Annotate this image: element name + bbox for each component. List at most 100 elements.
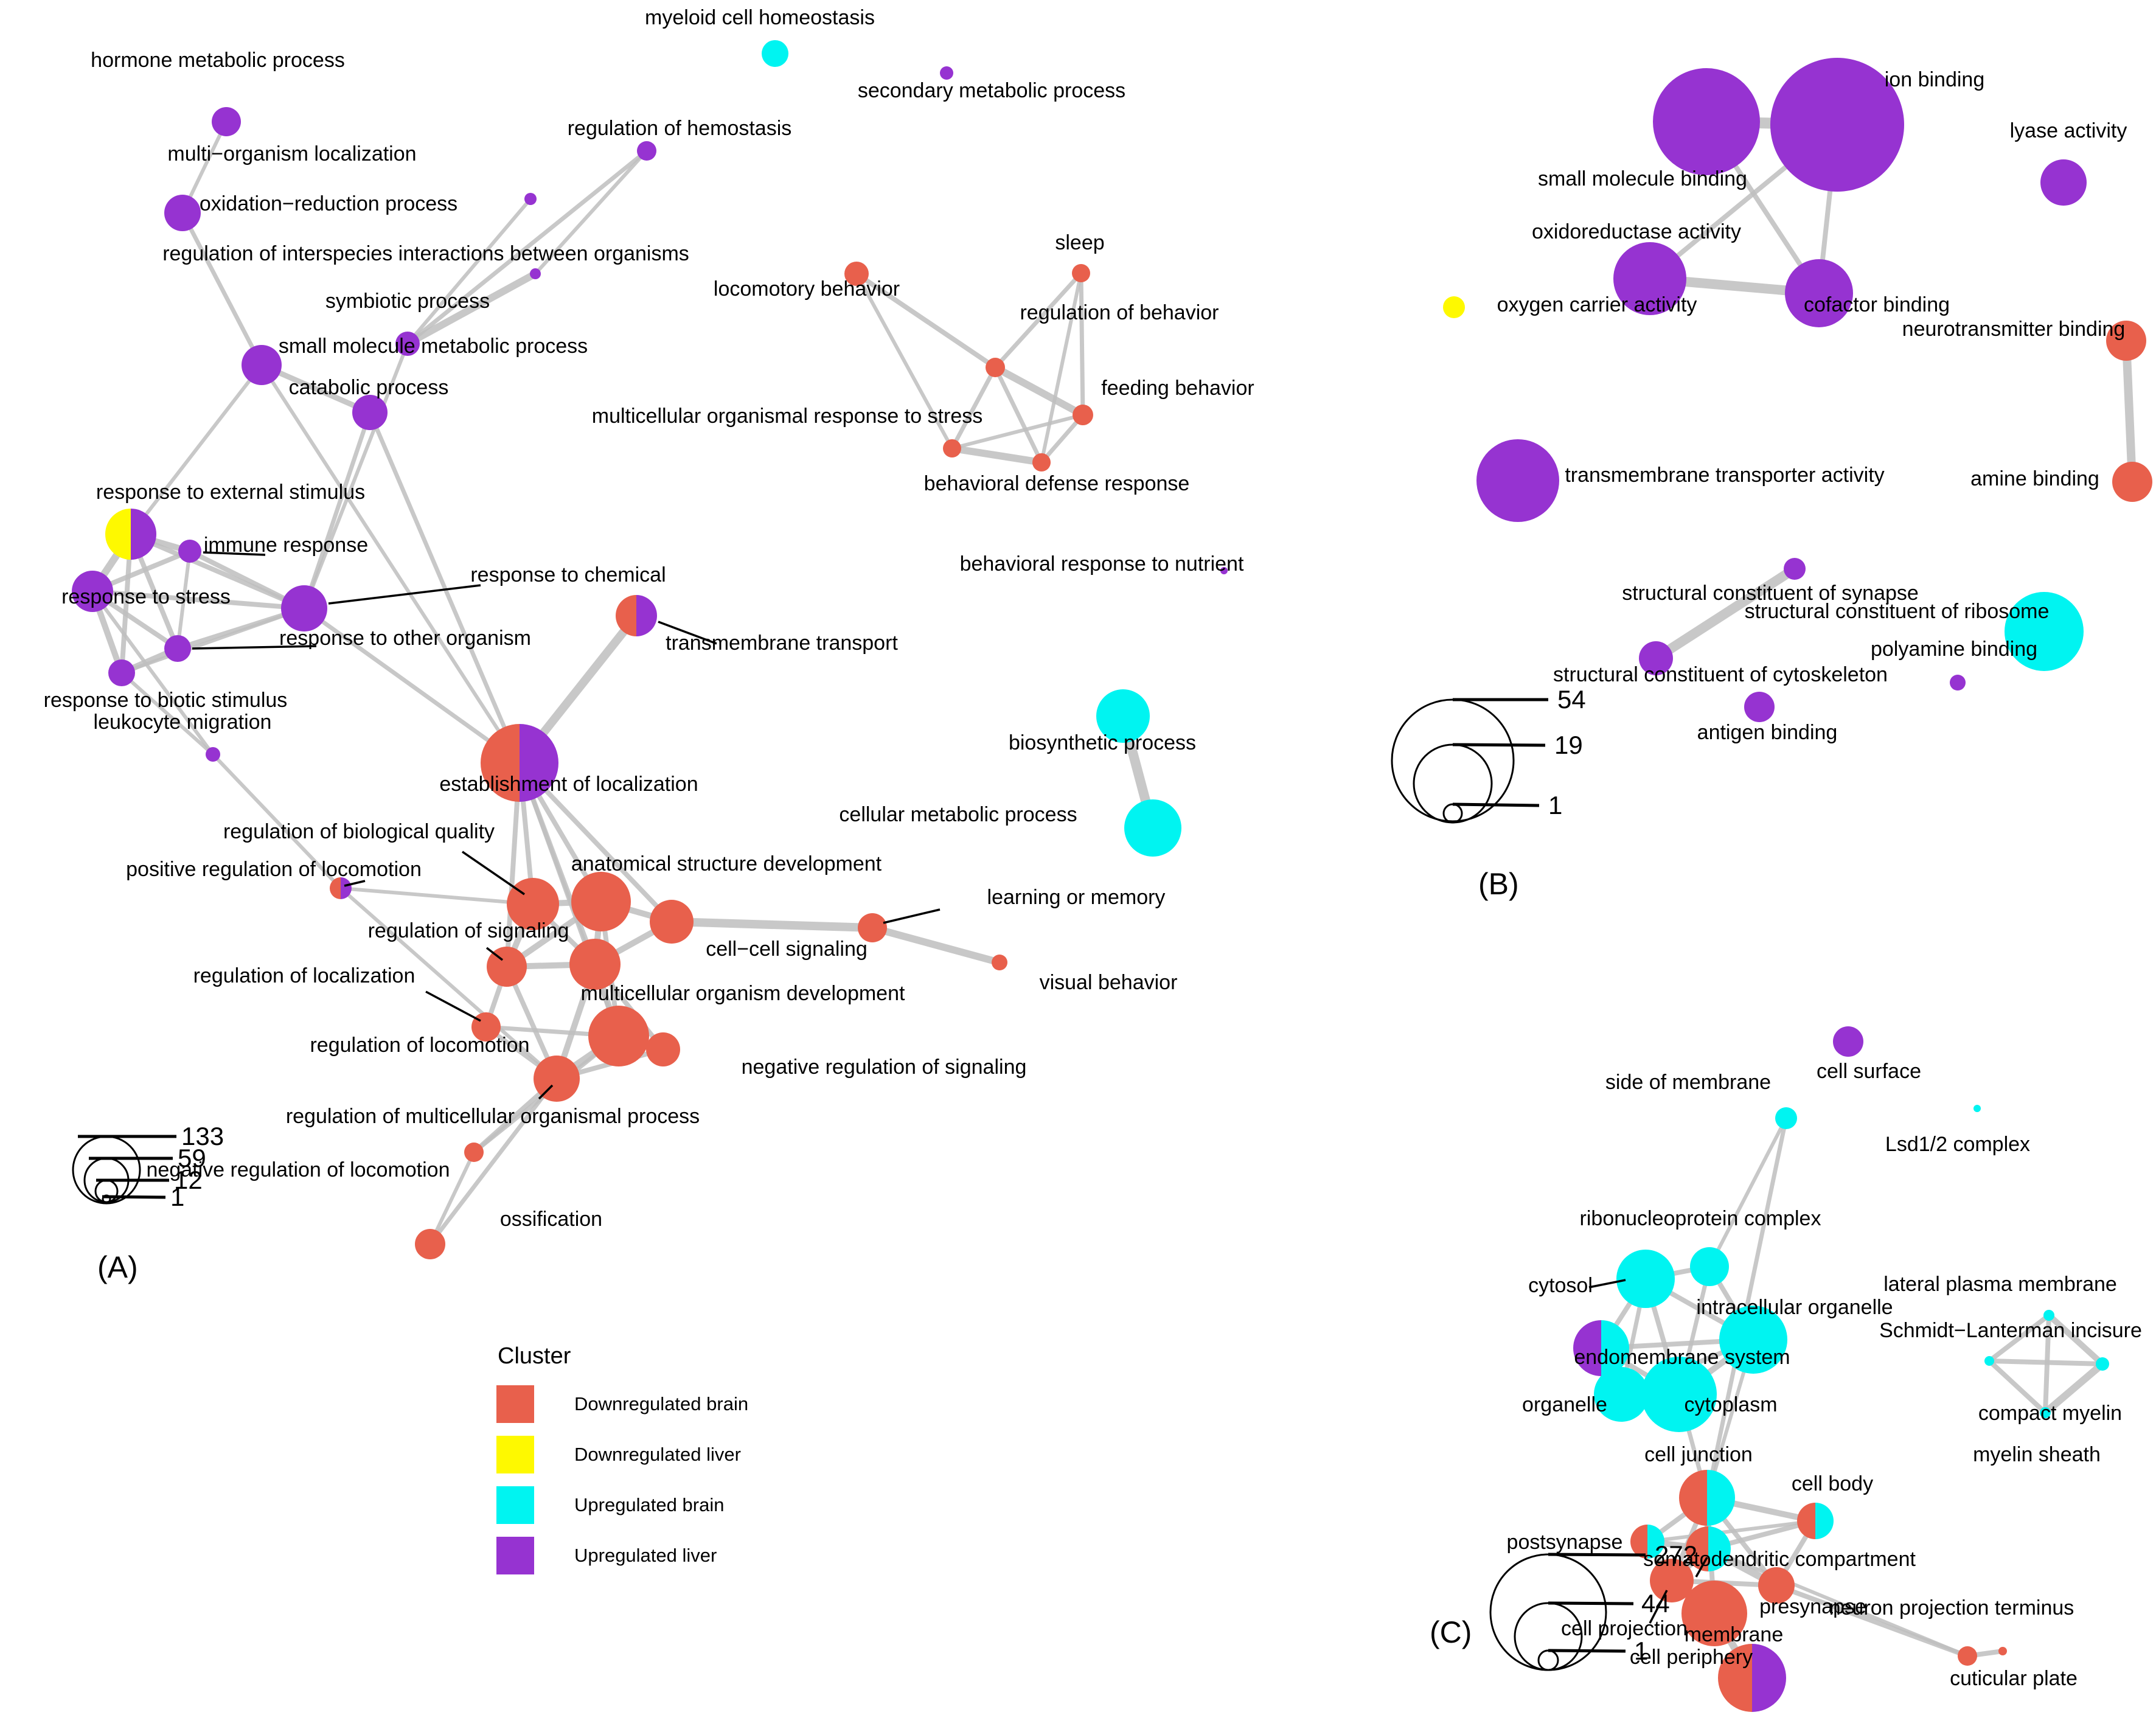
node-behdefense [1032, 453, 1051, 471]
label-anatomical: anatomical structure development [571, 852, 882, 875]
node-extstimulus-right-half [131, 509, 156, 560]
label-somatodendritic: somatodendritic compartment [1643, 1548, 1916, 1571]
node-establishment-right-half [520, 724, 558, 802]
edge-interspecies-symbiotic [404, 270, 539, 347]
label-membrane: membrane [1685, 1623, 1784, 1646]
label-presynapse: presynapse [1759, 1595, 1866, 1618]
label-interspecies: regulation of interspecies interactions … [162, 242, 689, 265]
label-respchem: response to chemical [470, 563, 666, 586]
label-multiorgloc: multi−organism localization [167, 142, 416, 165]
edge-sideofmembrane-rnp [1708, 1116, 1788, 1268]
label-catabolic: catabolic process [289, 376, 449, 399]
label-hormone: hormone metabolic process [91, 49, 345, 72]
size-legend-circle-C-0 [1489, 1553, 1607, 1671]
node-respbiotic [108, 659, 135, 686]
edge-lateralpm-compactmyelin [2046, 1312, 2106, 1367]
node-polyamine [1950, 675, 1966, 691]
label-lsd: Lsd1/2 complex [1885, 1133, 2030, 1156]
node-cellsurface [1833, 1026, 1863, 1057]
node-cellmetabolic [1124, 799, 1181, 857]
callout-regloco [538, 1084, 554, 1100]
node-compactmyelin [2096, 1357, 2109, 1371]
label-transmembrane: transmembrane transport [666, 631, 898, 655]
edge-sleep-feeding [1079, 271, 1085, 417]
label-compactmyelin: compact myelin [1978, 1402, 2122, 1425]
label-lateralpm: lateral plasma membrane [1883, 1273, 2117, 1296]
label-intraorg: intracellular organelle [1696, 1296, 1893, 1319]
legend-swatch-downregulated-liver [496, 1436, 534, 1473]
size-legend-value-A-0: 133 [181, 1122, 224, 1150]
label-leukocyte: leukocyte migration [94, 711, 272, 734]
callout-learning [883, 908, 941, 924]
cluster-legend: Cluster Downregulated brain Downregulate… [496, 1343, 748, 1587]
label-behdefense: behavioral defense response [924, 472, 1190, 495]
node-myelinsheath [2040, 1407, 2051, 1418]
node-organelle [1594, 1367, 1649, 1422]
edge-regbehavior-mostress [950, 365, 998, 451]
node-amine [2112, 462, 2152, 502]
size-legend-circle-B-0 [1391, 698, 1515, 823]
label-establishment: establishment of localization [439, 773, 698, 796]
label-oxycarrier: oxygen carrier activity [1497, 293, 1697, 316]
node-posloco-right-half [341, 877, 352, 899]
edge-hemostasis-interspecies [534, 149, 649, 276]
edge-lateralpm-schmidt [1987, 1313, 2051, 1363]
label-lyase: lyase activity [2010, 119, 2127, 142]
panel-letter-C: (C) [1430, 1615, 1472, 1649]
label-regloco: regulation of locomotion [310, 1034, 529, 1057]
node-visual [992, 955, 1007, 970]
edge-respbiotic-leukocyte [120, 671, 215, 756]
edge-catabolic-establishment [367, 410, 522, 765]
size-legend-line-C-1 [1548, 1601, 1634, 1605]
label-respstress: response to stress [61, 585, 231, 608]
label-respbiotic: response to biotic stimulus [44, 689, 288, 712]
node-secondary [940, 66, 953, 80]
label-multiorgdev: multicellular organism development [581, 982, 905, 1005]
edge-mostress-behdefense [948, 445, 1045, 466]
cluster-legend-title: Cluster [498, 1343, 571, 1369]
node-cellcell [650, 900, 694, 944]
label-ion: ion binding [1885, 68, 1984, 91]
label-amine: amine binding [1970, 467, 2099, 490]
label-cellbody: cell body [1792, 1472, 1873, 1495]
label-immune: immune response [204, 534, 368, 557]
label-myelinsheath: myelin sheath [1973, 1443, 2101, 1466]
node-respchem [281, 585, 327, 631]
size-legend-value-A-2: 12 [174, 1166, 203, 1194]
label-cellmetabolic: cellular metabolic process [839, 803, 1077, 826]
label-postsynapse: postsynapse [1507, 1531, 1623, 1554]
legend-item-downregulated-liver: Downregulated liver [496, 1436, 748, 1473]
edge-compactmyelin-myelinsheath [2042, 1360, 2106, 1416]
label-regmultorg: regulation of multicellular organismal p… [286, 1105, 700, 1128]
node-lyase [2040, 159, 2087, 206]
node-interspecies [530, 268, 541, 279]
edge-oxred-smallmol [180, 210, 264, 367]
label-negsignaling: negative regulation of signaling [742, 1056, 1027, 1079]
size-legend-C: 272 44 1 [1489, 1540, 1697, 1671]
panel-B: small molecule binding ion binding lyase a… [1391, 58, 2152, 901]
edge-presynapse-neuronterminus [1774, 1583, 1970, 1658]
label-antigen: antigen binding [1697, 721, 1838, 744]
node-establishment-left-half [481, 724, 520, 802]
node-smallmol [242, 345, 282, 385]
callout-respother [192, 645, 317, 650]
node-postsynapse-left-half [1630, 1525, 1647, 1559]
label-cytosol: cytosol [1528, 1274, 1593, 1297]
label-celljunction: cell junction [1644, 1443, 1753, 1466]
edge-regloco-ossification [428, 1076, 559, 1247]
node-regloco [534, 1056, 580, 1102]
node-posloco-left-half [330, 877, 341, 899]
label-sleep: sleep [1055, 231, 1104, 254]
node-presynapse [1758, 1567, 1795, 1604]
edge-regbehavior-behdefense [993, 365, 1044, 465]
label-sideofmembrane: side of membrane [1605, 1071, 1771, 1094]
label-feeding: feeding behavior [1101, 377, 1254, 400]
callout-respchem [328, 584, 481, 605]
label-ossification: ossification [500, 1208, 602, 1231]
label-negloco: negative regulation of locomotion [147, 1158, 450, 1181]
legend-item-upregulated-liver: Upregulated liver [496, 1537, 748, 1574]
node-symbiotic [395, 332, 420, 356]
node-regbehavior [986, 358, 1005, 377]
node-cytosol [1616, 1250, 1675, 1308]
